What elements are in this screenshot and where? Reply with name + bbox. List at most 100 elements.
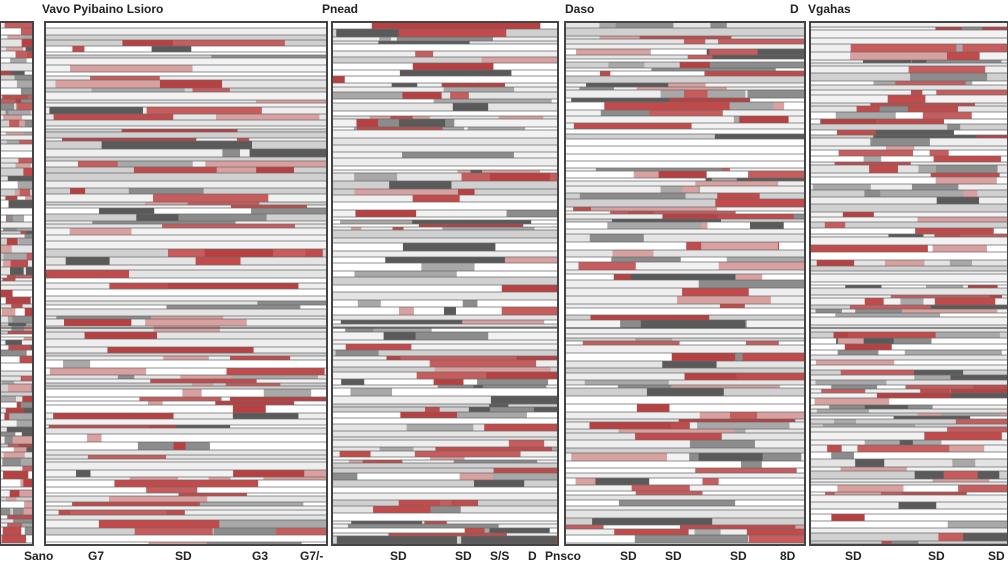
stripe-segment: [714, 134, 805, 139]
stripe-segment: [683, 90, 708, 98]
panel-border: [809, 21, 1008, 546]
stripe-segment: [415, 332, 489, 340]
stripe-segment: [508, 440, 545, 447]
stripe-segment: [715, 280, 763, 288]
stripe: [565, 270, 805, 274]
stripe: [332, 166, 558, 170]
stripe: [565, 139, 805, 146]
stripe-segment: [611, 219, 721, 222]
stripe-segment: [172, 40, 285, 46]
stripe-segment: [864, 405, 909, 409]
stripe: [810, 237, 1008, 245]
stripe: [810, 217, 1008, 222]
stripe: [565, 334, 805, 338]
stripe-segment: [425, 407, 440, 412]
stripe-segment: [571, 453, 667, 461]
stripe: [0, 278, 33, 281]
stripe-segment: [72, 502, 200, 506]
stripe-segment: [15, 523, 34, 527]
stripe-segment: [814, 398, 890, 405]
stripe-segment: [452, 189, 475, 195]
stripe-segment: [670, 422, 690, 429]
stripe-segment: [412, 63, 494, 70]
stripe: [810, 73, 1008, 81]
stripe-segment: [915, 228, 994, 234]
stripe-segment: [824, 222, 846, 228]
stripe-segment: [489, 407, 534, 412]
stripe-segment: [19, 356, 33, 363]
stripe-segment: [17, 181, 33, 189]
stripe-segment: [489, 404, 509, 407]
stripe: [0, 28, 33, 35]
stripe: [332, 217, 558, 220]
stripe-segment: [10, 58, 27, 63]
stripe-segment: [421, 263, 475, 271]
stripe-segment: [697, 422, 790, 429]
stripe-segment: [87, 434, 102, 442]
stripe-segment: [502, 257, 558, 263]
stripe-segment: [402, 92, 442, 99]
stripe-segment: [6, 238, 18, 245]
stripe: [332, 327, 558, 332]
stripe: [0, 432, 33, 436]
stripe: [810, 173, 1008, 177]
stripe-segment: [18, 508, 33, 515]
stripe-segment: [92, 221, 236, 224]
stripe-segment: [589, 234, 644, 242]
stripe-segment: [72, 46, 85, 52]
stripe-segment: [0, 432, 16, 436]
stripe-segment: [635, 433, 722, 440]
stripe-segment: [182, 389, 202, 397]
stripe: [45, 506, 327, 510]
stripe-segment: [429, 360, 537, 367]
stripe: [0, 334, 33, 337]
stripe-segment: [706, 181, 762, 186]
stripe-segment: [2, 458, 22, 466]
stripe-segment: [898, 502, 937, 509]
stripe-segment: [64, 319, 132, 326]
stripe-segment: [180, 375, 232, 379]
stripe-segment: [379, 37, 392, 41]
panels: [0, 21, 1008, 546]
stripe-segment: [890, 295, 990, 298]
stripe: [565, 448, 805, 453]
stripe-segment: [701, 242, 778, 250]
stripe: [0, 63, 33, 71]
stripe-segment: [433, 379, 464, 385]
stripe-segment: [13, 215, 25, 222]
stripe-segment: [433, 99, 552, 103]
stripe-segment: [1, 308, 16, 316]
stripe: [332, 230, 558, 238]
panel: [564, 21, 806, 546]
stripe: [0, 135, 33, 140]
stripe-segment: [226, 167, 294, 173]
stripe-segment: [339, 451, 371, 457]
stripe: [565, 461, 805, 468]
stripe-segment: [905, 385, 973, 389]
stripe-segment: [332, 473, 358, 480]
stripe: [810, 409, 1008, 413]
stripe-segment: [23, 337, 33, 340]
stripe-segment: [13, 447, 27, 452]
stripe-segment: [378, 41, 470, 44]
stripe-segment: [902, 492, 967, 495]
stripe-segment: [414, 451, 521, 457]
stripe-segment: [880, 190, 964, 197]
stripe: [45, 455, 327, 459]
stripe: [565, 412, 805, 419]
stripe: [332, 487, 558, 493]
stripe-segment: [911, 60, 927, 63]
stripe: [565, 473, 805, 478]
stripe-segment: [748, 535, 805, 543]
stripe-segment: [940, 413, 1000, 416]
stripe-segment: [134, 80, 223, 88]
stripe-segment: [26, 231, 33, 234]
stripe: [45, 72, 327, 76]
stripe: [565, 368, 805, 373]
stripe: [0, 497, 33, 501]
stripe-segment: [225, 383, 281, 386]
stripe-segment: [357, 300, 381, 307]
stripe: [45, 149, 327, 157]
stripe-segment: [24, 436, 33, 444]
stripe: [0, 181, 33, 189]
